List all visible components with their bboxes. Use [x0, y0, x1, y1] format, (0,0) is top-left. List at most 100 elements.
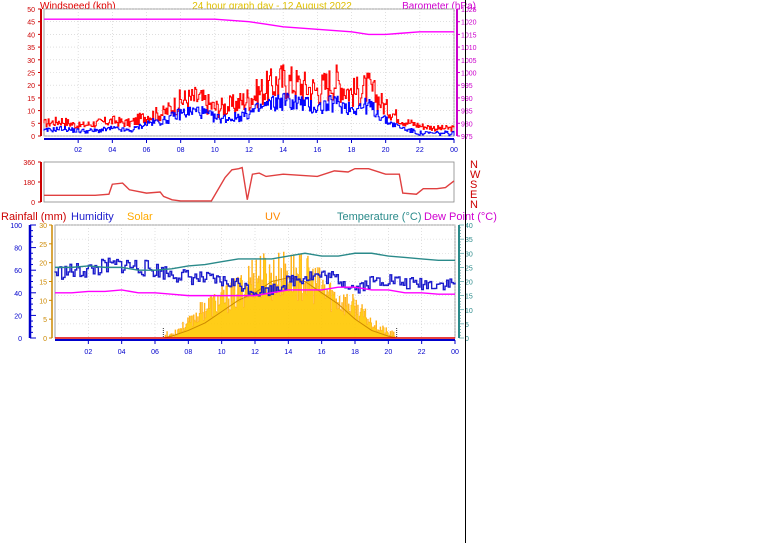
wind-direction-tick-label: 180 [23, 180, 35, 187]
compass-n-top: N [470, 159, 478, 171]
temperature-tick-label: 15 [465, 294, 473, 301]
windspeed-tick-label: 50 [27, 7, 35, 14]
windspeed-tick-label: 0 [31, 134, 35, 141]
time-tick-label: 06 [143, 147, 151, 154]
climate-legend: Rainfall (mm) Humidity Solar UV Temperat… [1, 211, 497, 223]
windspeed-line [43, 92, 455, 137]
windspeed-tick-label: 30 [27, 58, 35, 65]
compass-n-bottom: N [470, 199, 478, 211]
solar-uv-tick-label: 15 [39, 280, 47, 287]
wind-baro-series [43, 18, 455, 137]
time-tick-label: 22 [416, 147, 424, 154]
windspeed-tick-label: 15 [27, 96, 35, 103]
compass-e: E [470, 189, 477, 201]
wind-direction-line [44, 166, 455, 202]
time-tick-label: 18 [351, 349, 359, 356]
temperature-axis: 0 5 10 15 20 25 30 35 40 [458, 223, 473, 343]
barometer-tick-label: 1020 [461, 20, 477, 27]
barometer-axis-title: Barometer (hPa) [402, 1, 476, 12]
dewpoint-line [55, 286, 455, 297]
humidity-line [54, 257, 456, 297]
legend-humidity: Humidity [71, 211, 114, 223]
rainfall-tick-label: 40 [14, 291, 22, 298]
wind-direction-axis: 0 180 360 [23, 160, 42, 207]
compass-w: W [470, 169, 481, 181]
temperature-tick-label: 25 [465, 265, 473, 272]
barometer-line [44, 18, 454, 36]
barometer-axis: 975 980 985 990 995 1000 1005 1010 1015 1020 1025 [456, 7, 477, 141]
time-tick-label: 02 [74, 147, 82, 154]
solar-uv-tick-label: 0 [43, 336, 47, 343]
time-tick-label: 16 [313, 147, 321, 154]
barometer-tick-label: 1005 [461, 58, 477, 65]
temperature-tick-label: 40 [465, 223, 473, 230]
time-tick-label: 08 [184, 349, 192, 356]
wind-direction-series [44, 166, 455, 202]
time-tick-label: 16 [318, 349, 326, 356]
windspeed-tick-label: 10 [27, 109, 35, 116]
barometer-tick-label: 1015 [461, 32, 477, 39]
legend-uv: UV [265, 211, 281, 223]
temperature-line [55, 252, 455, 271]
barometer-tick-label: 995 [461, 83, 473, 90]
rainfall-tick-label: 20 [14, 313, 22, 320]
temperature-tick-label: 10 [465, 308, 473, 315]
compass-labels: N W S E N [470, 159, 481, 211]
wind-direction-plot-area [43, 161, 455, 203]
time-tick-label: 00 [451, 349, 459, 356]
time-tick-label: 12 [251, 349, 259, 356]
barometer-tick-label: 990 [461, 96, 473, 103]
rainfall-tick-label: 60 [14, 268, 22, 275]
windspeed-tick-label: 20 [27, 83, 35, 90]
windspeed-tick-label: 45 [27, 20, 35, 27]
wind-direction-tick-label: 360 [23, 160, 35, 167]
legend-temperature: Temperature (°C) [337, 211, 421, 223]
time-tick-label: 14 [284, 349, 292, 356]
solar-uv-axis: 0 5 10 15 20 25 30 [39, 223, 53, 343]
time-tick-label: 20 [382, 147, 390, 154]
barometer-tick-label: 1025 [461, 7, 477, 14]
barometer-tick-label: 1010 [461, 45, 477, 52]
windspeed-axis-title: Windspeed (kph) [40, 1, 116, 12]
legend-rainfall: Rainfall (mm) [1, 211, 66, 223]
windspeed-tick-label: 25 [27, 71, 35, 78]
gust-line [43, 64, 455, 132]
rainfall-tick-label: 100 [10, 223, 22, 230]
windspeed-tick-label: 40 [27, 32, 35, 39]
rainfall-tick-label: 80 [14, 246, 22, 253]
frame-divider [465, 0, 466, 543]
solar-uv-tick-label: 30 [39, 223, 47, 230]
temperature-tick-label: 5 [465, 322, 469, 329]
time-tick-label: 14 [279, 147, 287, 154]
time-tick-label: 00 [450, 147, 458, 154]
time-tick-label: 22 [418, 349, 426, 356]
time-tick-label: 08 [177, 147, 185, 154]
uv-line [163, 277, 397, 339]
wind-direction-tick-label: 0 [31, 200, 35, 207]
rainfall-tick-label: 0 [18, 336, 22, 343]
barometer-tick-label: 1000 [461, 71, 477, 78]
temperature-tick-label: 20 [465, 280, 473, 287]
windspeed-tick-label: 5 [31, 121, 35, 128]
temperature-tick-label: 30 [465, 251, 473, 258]
wind-direction-panel: 0 180 360 N W S E N [23, 159, 481, 211]
time-tick-label: 02 [84, 349, 92, 356]
chart-title: 24 hour graph day - 12 August 2022 [192, 1, 352, 12]
barometer-tick-label: 985 [461, 109, 473, 116]
solar-uv-tick-label: 10 [39, 298, 47, 305]
rainfall-axis: 0 20 40 60 80 100 [10, 223, 36, 343]
time-axis-bottom: 02 04 06 08 10 12 14 16 18 20 22 00 [55, 339, 459, 356]
compass-s: S [470, 179, 477, 191]
solar-uv-tick-label: 20 [39, 261, 47, 268]
climate-series [54, 251, 456, 339]
temperature-tick-label: 35 [465, 237, 473, 244]
time-axis-top: 02 04 06 08 10 12 14 16 18 20 22 00 [44, 138, 458, 154]
temperature-tick-label: 0 [465, 336, 469, 343]
time-tick-label: 18 [348, 147, 356, 154]
windspeed-axis: 0 5 10 15 20 25 30 35 40 45 50 [27, 7, 42, 141]
barometer-tick-label: 975 [461, 134, 473, 141]
time-tick-label: 04 [108, 147, 116, 154]
legend-dewpoint: Dew Point (°C) [424, 211, 497, 223]
time-tick-label: 06 [151, 349, 159, 356]
